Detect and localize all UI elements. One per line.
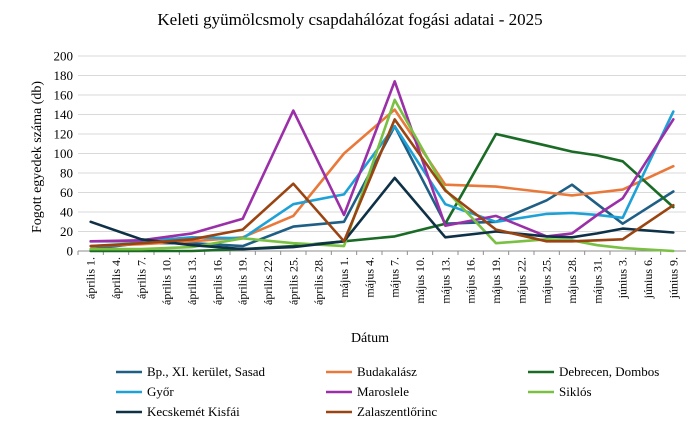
y-tick-label: 100 (54, 146, 74, 161)
y-tick-label: 200 (54, 49, 74, 64)
x-tick-label: május 28. (565, 257, 579, 304)
x-tick-label: április 19. (236, 257, 250, 305)
y-tick-labels: 0 20 40 60 80 100 120 140 160 180 200 (54, 49, 74, 259)
y-tick-label: 120 (54, 127, 74, 142)
x-tick-label: április 4. (109, 257, 123, 299)
legend-label: Zalaszentlőrinc (357, 404, 437, 419)
x-tick-label: május 4. (362, 257, 376, 298)
x-tick-label: június 3. (616, 257, 630, 299)
x-tick-label: május 10. (413, 257, 427, 304)
y-tick-label: 80 (60, 166, 73, 181)
x-tick-label: június 6. (641, 257, 655, 299)
y-tick-label: 20 (60, 224, 73, 239)
legend: Bp., XI. kerület, Sasad Budakalász Debrece… (116, 364, 659, 419)
x-tick-labels: április 1. április 4. április 7. április 10… (84, 257, 681, 305)
x-tick-label: május 19. (489, 257, 503, 304)
x-tick-label: április 1. (84, 257, 98, 299)
legend-label: Győr (147, 384, 174, 399)
y-tick-label: 40 (60, 205, 73, 220)
series-line (89, 176, 675, 251)
legend-label: Maroslele (357, 384, 409, 399)
y-tick-label: 0 (67, 244, 74, 259)
x-tick-label: április 7. (134, 257, 148, 299)
x-tick-label: május 25. (540, 257, 554, 304)
y-tick-label: 180 (54, 68, 74, 83)
x-tick-label: április 13. (185, 257, 199, 305)
y-tick-label: 60 (60, 185, 73, 200)
x-tick-label: május 16. (464, 257, 478, 304)
legend-label: Budakalász (357, 364, 417, 379)
x-tick-label: április 28. (312, 257, 326, 305)
gridlines (77, 55, 686, 255)
legend-label: Bp., XI. kerület, Sasad (147, 364, 266, 379)
x-axis-label: Dátum (351, 331, 389, 346)
legend-label: Debrecen, Dombos (559, 364, 659, 379)
x-tick-label: május 13. (438, 257, 452, 304)
x-tick-label: április 22. (261, 257, 275, 305)
series-line (89, 124, 675, 251)
x-tick-label: május 31. (590, 257, 604, 304)
series-line (89, 132, 675, 253)
x-tick-label: május 1. (337, 257, 351, 298)
x-tick-label: május 22. (514, 257, 528, 304)
y-tick-label: 140 (54, 107, 74, 122)
series-line (89, 98, 675, 253)
y-tick-label: 160 (54, 88, 74, 103)
series-lines (89, 80, 675, 253)
x-tick-label: április 10. (160, 257, 174, 305)
x-tick-label: április 16. (210, 257, 224, 305)
legend-label: Siklós (559, 384, 592, 399)
chart-title: Keleti gyümölcsmoly csapdahálózat fogási… (157, 10, 542, 29)
x-tick-label: június 9. (666, 257, 680, 299)
series-line (89, 118, 675, 248)
y-axis-label: Fogott egyedek száma (db) (30, 81, 45, 233)
x-tick-label: május 7. (388, 257, 402, 298)
legend-label: Kecskemét Kisfái (147, 404, 240, 419)
series-line (89, 80, 675, 243)
x-tick-label: április 25. (286, 257, 300, 305)
series-line (89, 108, 675, 248)
